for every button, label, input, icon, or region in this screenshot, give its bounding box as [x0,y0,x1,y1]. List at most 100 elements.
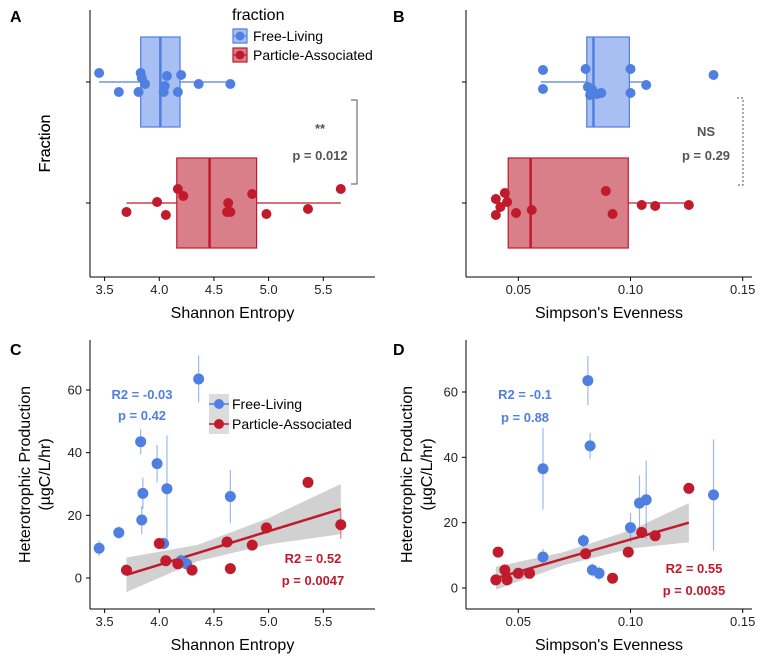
data-point [335,519,347,531]
data-point [225,79,236,89]
panel-label-c: C [10,342,22,359]
y-tick-label: 60 [68,383,82,398]
data-point [492,546,504,558]
data-point [577,535,589,547]
legend-c-free-living: Free-Living [232,396,302,412]
data-point [636,200,647,210]
y-tick-label: 0 [451,581,458,596]
data-point [683,200,694,210]
y-axis-label-units: (µgC/L/hr) [37,438,54,510]
x-axis-label: Simpson's Evenness [535,305,683,322]
data-point [625,64,636,74]
data-point [490,210,501,220]
significance-bracket [737,97,744,186]
data-point [172,87,183,97]
data-point [302,476,314,488]
data-point [490,194,501,204]
data-point [683,482,695,494]
data-point [224,563,236,575]
free-living-p-value: p = 0.42 [118,408,166,423]
data-point [193,373,205,385]
y-tick-label: 20 [444,515,458,530]
data-point [649,530,661,542]
y-tick-label: 20 [68,508,82,523]
data-point [133,87,144,97]
legend-c-particle-associated: Particle-Associated [232,416,352,432]
data-point [625,522,636,534]
data-point [225,207,236,217]
data-point [512,567,524,579]
data-point [580,548,592,560]
data-point [135,436,147,448]
data-point [537,84,548,94]
data-point [537,65,548,75]
data-point [224,491,236,503]
data-point [607,572,619,584]
x-tick-label: 0.15 [730,614,755,629]
y-tick-label: 40 [444,450,458,465]
data-point [641,80,652,90]
data-point [246,539,258,551]
x-tick-label: 0.05 [506,614,531,629]
p-value: p = 0.012 [292,148,347,163]
x-tick-label: 0.10 [618,614,643,629]
x-tick-label: 5.0 [260,614,278,629]
data-point [176,70,187,80]
legend-c-particle-associated-key [214,419,224,429]
legend-key-particle-associated [232,47,248,63]
x-tick-label: 0.10 [618,282,643,297]
data-point [120,564,132,576]
panel-b: 0.05 0.10 0.15 Simpson's Evenness Fraction NS… [37,10,755,322]
data-point [593,567,605,579]
data-point [708,70,719,80]
data-point [501,574,513,586]
confidence-band [495,503,689,590]
data-point [335,184,346,194]
y-tick-label: 0 [75,571,82,586]
legend-c-free-living-key [214,399,224,409]
data-point [153,538,165,550]
data-point [260,522,272,534]
data-point [499,564,511,576]
legend-label-particle-associated: Particle-Associated [253,47,373,63]
x-tick-label: 5.0 [260,282,278,297]
data-point [247,189,258,199]
legend-key-free-living [232,28,248,44]
panel-d: 0.05 0.10 0.15 Simpson's Evenness 0 20 40 60 Het… [399,340,755,654]
data-point [537,463,549,475]
data-point [160,555,172,567]
data-point [136,73,147,83]
data-point [526,205,537,215]
x-tick-label: 3.5 [96,614,114,629]
x-tick-label: 4.5 [205,614,223,629]
data-point [178,191,189,201]
data-point [302,204,313,214]
free-living-p-value: p = 0.88 [501,410,549,425]
data-point [596,88,607,98]
data-point [159,81,170,91]
data-point [193,79,204,89]
data-point [580,64,591,74]
p-value: p = 0.29 [682,148,730,163]
data-point [160,210,171,220]
box [507,157,629,249]
data-point [622,546,634,558]
data-point [502,197,513,207]
data-point [490,574,502,586]
data-point [137,487,149,499]
x-tick-label: 4.0 [150,614,168,629]
data-point [113,87,124,97]
panel-label-d: D [393,342,405,359]
free-living-r2: R2 = -0.03 [111,387,172,402]
data-point [136,514,148,526]
data-point [600,186,611,196]
x-axis-label: Shannon Entropy [171,305,295,322]
data-point [93,542,105,554]
data-point [186,564,198,576]
free-living-r2: R2 = -0.1 [498,387,552,402]
y-tick-label: 60 [444,385,458,400]
data-point [94,68,105,78]
significance-bracket [351,99,358,185]
significance-stars: ** [315,121,326,136]
